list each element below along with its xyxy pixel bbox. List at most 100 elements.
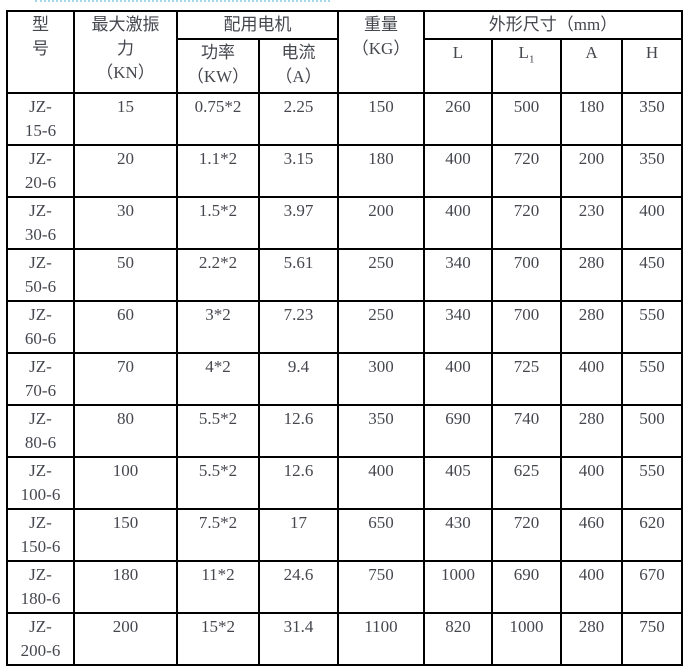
header-dim-l: L	[423, 38, 493, 94]
table-row: JZ- 50-6 50 2.2*2 5.61 250 340 700 280 4…	[6, 248, 684, 302]
model-cell: JZ- 100-6	[6, 456, 75, 510]
spec-table-container: 型 号 最大激振 力 （KN） 配用电机 重量 （KG） 外形尺寸（mm） 功率	[6, 10, 684, 666]
model-line-1: JZ-	[29, 149, 52, 168]
value-cell: 5.5*2	[176, 456, 260, 510]
value-cell: 820	[423, 612, 493, 666]
value-cell: 550	[620, 300, 684, 354]
value-cell: 180	[73, 560, 178, 614]
header-model-line-1: 型	[32, 15, 49, 34]
value-cell: 70	[73, 352, 178, 406]
value-cell: 690	[423, 404, 493, 458]
header-weight-line-2: （KG）	[351, 39, 411, 58]
value-cell: 100	[73, 456, 178, 510]
value-cell: 750	[337, 560, 425, 614]
value-cell: 340	[423, 300, 493, 354]
value-cell: 1100	[337, 612, 425, 666]
model-line-1: JZ-	[29, 201, 52, 220]
model-line-1: JZ-	[29, 617, 52, 636]
value-cell: 400	[620, 196, 684, 250]
value-cell: 20	[73, 144, 178, 198]
value-cell: 2.2*2	[176, 248, 260, 302]
header-current-line-2: （A）	[275, 67, 322, 86]
value-cell: 31.4	[258, 612, 339, 666]
value-cell: 700	[491, 300, 562, 354]
value-cell: 3*2	[176, 300, 260, 354]
header-current: 电流 （A）	[258, 38, 339, 94]
model-cell: JZ- 80-6	[6, 404, 75, 458]
value-cell: 400	[337, 456, 425, 510]
table-row: JZ- 80-6 80 5.5*2 12.6 350 690 740 280 5…	[6, 404, 684, 458]
value-cell: 350	[337, 404, 425, 458]
model-cell: JZ- 200-6	[6, 612, 75, 666]
value-cell: 5.61	[258, 248, 339, 302]
value-cell: 450	[620, 248, 684, 302]
table-row: JZ- 15-6 15 0.75*2 2.25 150 260 500 180 …	[6, 92, 684, 146]
value-cell: 250	[337, 300, 425, 354]
value-cell: 50	[73, 248, 178, 302]
value-cell: 3.97	[258, 196, 339, 250]
value-cell: 400	[423, 144, 493, 198]
table-row: JZ- 70-6 70 4*2 9.4 300 400 725 400 550	[6, 352, 684, 406]
value-cell: 550	[620, 352, 684, 406]
model-line-2: 60-6	[24, 329, 57, 348]
value-cell: 620	[620, 508, 684, 562]
value-cell: 280	[560, 404, 623, 458]
model-cell: JZ- 15-6	[6, 92, 75, 146]
model-line-1: JZ-	[29, 253, 52, 272]
model-cell: JZ- 20-6	[6, 144, 75, 198]
value-cell: 24.6	[258, 560, 339, 614]
value-cell: 700	[491, 248, 562, 302]
model-line-2: 100-6	[20, 485, 61, 504]
model-line-2: 80-6	[24, 433, 57, 452]
model-line-1: JZ-	[29, 409, 52, 428]
model-cell: JZ- 60-6	[6, 300, 75, 354]
value-cell: 1000	[491, 612, 562, 666]
header-weight-line-1: 重量	[364, 15, 398, 34]
header-dim-a: A	[560, 38, 623, 94]
header-power-line-2: （KW）	[186, 67, 250, 86]
value-cell: 200	[337, 196, 425, 250]
value-cell: 740	[491, 404, 562, 458]
model-line-1: JZ-	[29, 97, 52, 116]
header-dim-l1-subscript: 1	[528, 53, 535, 66]
model-line-2: 20-6	[24, 173, 57, 192]
value-cell: 15	[73, 92, 178, 146]
header-max-force-line-1: 最大激振	[91, 15, 160, 34]
value-cell: 500	[491, 92, 562, 146]
value-cell: 720	[491, 196, 562, 250]
model-cell: JZ- 50-6	[6, 248, 75, 302]
value-cell: 11*2	[176, 560, 260, 614]
header-dim-l1: L1	[491, 38, 562, 94]
model-line-2: 50-6	[24, 277, 57, 296]
model-line-1: JZ-	[29, 357, 52, 376]
value-cell: 340	[423, 248, 493, 302]
value-cell: 12.6	[258, 404, 339, 458]
header-motor-group: 配用电机	[176, 10, 339, 40]
header-max-force-line-2: 力	[117, 39, 134, 58]
value-cell: 405	[423, 456, 493, 510]
header-power: 功率 （KW）	[176, 38, 260, 94]
model-cell: JZ- 180-6	[6, 560, 75, 614]
value-cell: 400	[560, 352, 623, 406]
value-cell: 400	[560, 456, 623, 510]
value-cell: 350	[620, 92, 684, 146]
value-cell: 690	[491, 560, 562, 614]
value-cell: 350	[620, 144, 684, 198]
header-weight: 重量 （KG）	[337, 10, 425, 94]
model-line-2: 15-6	[24, 121, 57, 140]
value-cell: 670	[620, 560, 684, 614]
value-cell: 720	[491, 144, 562, 198]
cropped-content-artifact	[35, 0, 330, 2]
value-cell: 30	[73, 196, 178, 250]
header-dim-l1-main: L	[518, 43, 529, 62]
value-cell: 250	[337, 248, 425, 302]
value-cell: 80	[73, 404, 178, 458]
motor-spec-table: 型 号 最大激振 力 （KN） 配用电机 重量 （KG） 外形尺寸（mm） 功率	[6, 10, 684, 666]
model-line-2: 180-6	[20, 589, 61, 608]
header-dimensions-group: 外形尺寸（mm）	[422, 10, 684, 40]
value-cell: 1.5*2	[176, 196, 260, 250]
value-cell: 150	[337, 92, 425, 146]
value-cell: 60	[73, 300, 178, 354]
value-cell: 280	[560, 248, 623, 302]
header-power-line-1: 功率	[201, 43, 235, 62]
